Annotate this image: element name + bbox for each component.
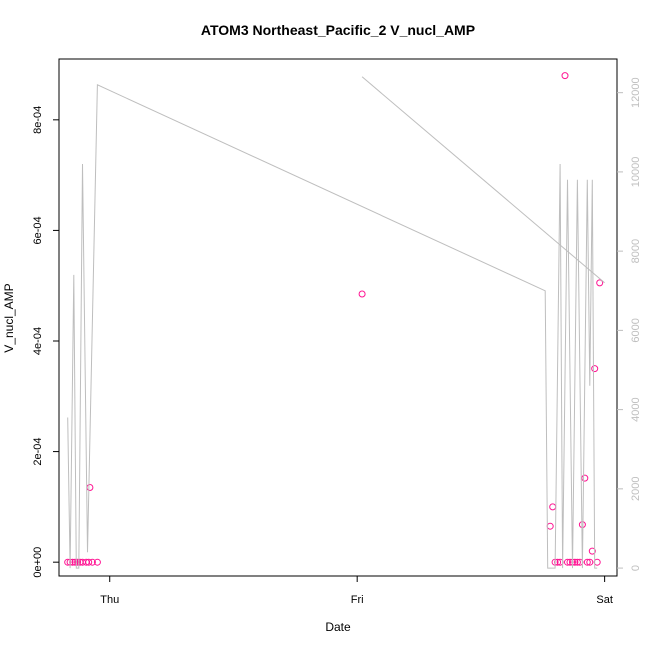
data-point-11 xyxy=(93,558,101,566)
y-right-tick-label: 2000 xyxy=(630,477,642,501)
axis-layer: Thu Fri Sat 0e+00 2e-04 4e-04 6e-04 8e-04 0 2000 4… xyxy=(32,58,642,606)
y-right-tick-label: 6000 xyxy=(630,318,642,342)
data-point-32 xyxy=(596,279,604,287)
data-point-30 xyxy=(591,365,599,373)
chart-title: ATOM3 Northeast_Pacific_2 V_nucl_AMP xyxy=(201,22,475,38)
y-left-tick-label: 6e-04 xyxy=(32,216,44,244)
data-point-14 xyxy=(549,503,557,511)
y-right-tick-label: 10000 xyxy=(630,157,642,188)
y-right-tick-label: 8000 xyxy=(630,239,642,263)
data-point-3 xyxy=(71,558,79,566)
y-right-tick-label: 12000 xyxy=(630,77,642,108)
x-axis-label: Date xyxy=(325,620,351,634)
y-left-tick-label: 2e-04 xyxy=(32,438,44,466)
x-tick-label: Fri xyxy=(351,594,364,606)
data-point-22 xyxy=(571,558,579,566)
series-line-1 xyxy=(67,84,598,569)
y-left-tick-label: 8e-04 xyxy=(32,106,44,134)
data-point-28 xyxy=(586,558,594,566)
series-line-2 xyxy=(361,76,605,284)
data-point-8 xyxy=(85,558,93,566)
plot-frame xyxy=(58,58,618,577)
data-point-0 xyxy=(64,558,72,566)
data-point-18 xyxy=(561,72,569,80)
y-left-tick-label: 4e-04 xyxy=(32,327,44,355)
data-point-23 xyxy=(573,558,581,566)
y-right-tick-label: 0 xyxy=(630,565,642,571)
x-tick-label: Sat xyxy=(596,594,613,606)
y-left-tick-label: 0e+00 xyxy=(32,547,44,578)
data-point-16 xyxy=(554,558,562,566)
data-point-12 xyxy=(358,290,366,298)
data-point-19 xyxy=(564,558,571,566)
data-point-10 xyxy=(88,558,96,566)
y-right-tick-label: 4000 xyxy=(630,397,642,421)
data-point-25 xyxy=(578,521,586,529)
data-point-4 xyxy=(74,558,82,566)
plot-layer xyxy=(64,72,605,569)
x-tick-label: Thu xyxy=(100,594,119,606)
data-point-27 xyxy=(583,558,591,566)
y-axis-label: V_nucl_AMP xyxy=(2,283,16,352)
data-point-13 xyxy=(546,522,554,530)
data-point-26 xyxy=(581,474,589,482)
data-point-29 xyxy=(588,547,596,555)
data-point-9 xyxy=(86,484,94,491)
